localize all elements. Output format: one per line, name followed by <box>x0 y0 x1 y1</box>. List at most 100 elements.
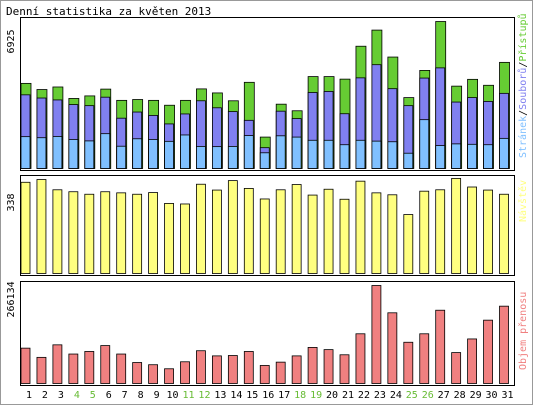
panel-2: 338 Návštěv <box>6 175 529 276</box>
bar <box>275 135 286 169</box>
bar <box>307 194 318 274</box>
bar <box>403 341 414 384</box>
legend-entry: Souborů <box>517 68 529 110</box>
y-max-label: 338 <box>6 193 17 211</box>
legend-entry: / <box>518 62 529 68</box>
bar <box>435 309 446 384</box>
bar <box>259 365 270 384</box>
x-tick-label: 15 <box>246 390 258 401</box>
x-tick-label: 7 <box>122 390 128 401</box>
x-tick-label: 21 <box>342 390 354 401</box>
bar <box>227 146 238 169</box>
side-legend: Objem přenosu <box>517 292 529 370</box>
panel-3: 266134 Objem přenosu <box>6 281 529 386</box>
bar <box>387 194 398 274</box>
bar <box>275 361 286 384</box>
bar <box>371 140 382 169</box>
x-tick-label: 22 <box>358 390 370 401</box>
side-legend: Stránek/Souborů/Přístupů <box>517 13 529 158</box>
bar <box>483 144 493 169</box>
bar <box>68 353 79 384</box>
bar <box>435 145 446 169</box>
x-tick-label: 3 <box>58 390 64 401</box>
bar <box>20 347 31 384</box>
bar <box>387 312 398 384</box>
x-tick-label: 26 <box>422 390 434 401</box>
bar <box>451 177 462 274</box>
bar <box>275 189 286 274</box>
x-tick-label: 1 <box>26 390 32 401</box>
bar <box>68 191 79 274</box>
bar <box>419 190 430 274</box>
bar <box>164 140 174 169</box>
bar <box>180 134 190 169</box>
bar <box>467 143 478 169</box>
x-tick-label: 28 <box>454 390 466 401</box>
bar <box>435 189 446 274</box>
bar <box>84 140 95 169</box>
x-tick-label: 27 <box>438 390 450 401</box>
bar <box>180 203 190 274</box>
x-tick-label: 17 <box>278 390 290 401</box>
bar <box>227 180 238 274</box>
x-tick-label: 31 <box>501 390 513 401</box>
bar <box>116 145 127 169</box>
bar <box>467 338 478 384</box>
bar <box>259 152 270 169</box>
bar <box>100 133 111 169</box>
bar <box>211 146 222 169</box>
bar <box>132 138 143 169</box>
bar <box>211 189 222 274</box>
x-tick-label: 11 <box>182 390 194 401</box>
bar <box>132 193 143 274</box>
bar <box>52 189 63 274</box>
x-tick-label: 10 <box>167 390 179 401</box>
bar <box>419 119 430 169</box>
bar <box>52 136 63 169</box>
x-tick-label: 13 <box>214 390 226 401</box>
bar <box>339 354 350 384</box>
legend-entry: Stránek <box>517 116 529 158</box>
legend-entry: Objem přenosu <box>517 292 529 370</box>
bar <box>483 319 493 384</box>
bar <box>499 137 509 169</box>
bar <box>259 198 270 274</box>
x-tick-label: 16 <box>262 390 274 401</box>
bar <box>355 333 366 384</box>
bar <box>291 136 302 169</box>
x-tick-label: 18 <box>294 390 306 401</box>
bar <box>371 192 382 274</box>
bar <box>419 333 430 384</box>
bar <box>355 180 366 274</box>
x-axis-labels: 1 2 3 4 5 6 7 8 9 10 11 12 13 14 15 16 17 18 19 20 21 22 23 24 2… <box>26 390 514 401</box>
bar <box>339 198 350 274</box>
legend-entry: Návštěv <box>517 180 529 222</box>
legend-entry: Přístupů <box>517 13 529 61</box>
bar <box>68 139 79 169</box>
bar <box>451 143 462 169</box>
bar <box>243 187 254 274</box>
bar <box>84 351 95 384</box>
bar <box>116 192 127 274</box>
bar <box>371 285 382 384</box>
x-tick-label: 14 <box>230 390 242 401</box>
bar <box>100 345 111 384</box>
bar <box>355 139 366 169</box>
x-tick-label: 19 <box>310 390 322 401</box>
x-tick-label: 29 <box>470 390 482 401</box>
chart-title: Denní statistika za květen 2013 <box>6 5 211 18</box>
bar <box>20 181 31 274</box>
bar <box>323 188 334 274</box>
bar <box>291 184 302 274</box>
x-tick-label: 9 <box>154 390 160 401</box>
bar <box>148 364 159 384</box>
bar <box>483 189 493 274</box>
bar <box>243 351 254 384</box>
bar <box>307 139 318 169</box>
x-tick-label: 30 <box>486 390 498 401</box>
bar <box>451 352 462 384</box>
side-legend: Návštěv <box>517 180 529 222</box>
